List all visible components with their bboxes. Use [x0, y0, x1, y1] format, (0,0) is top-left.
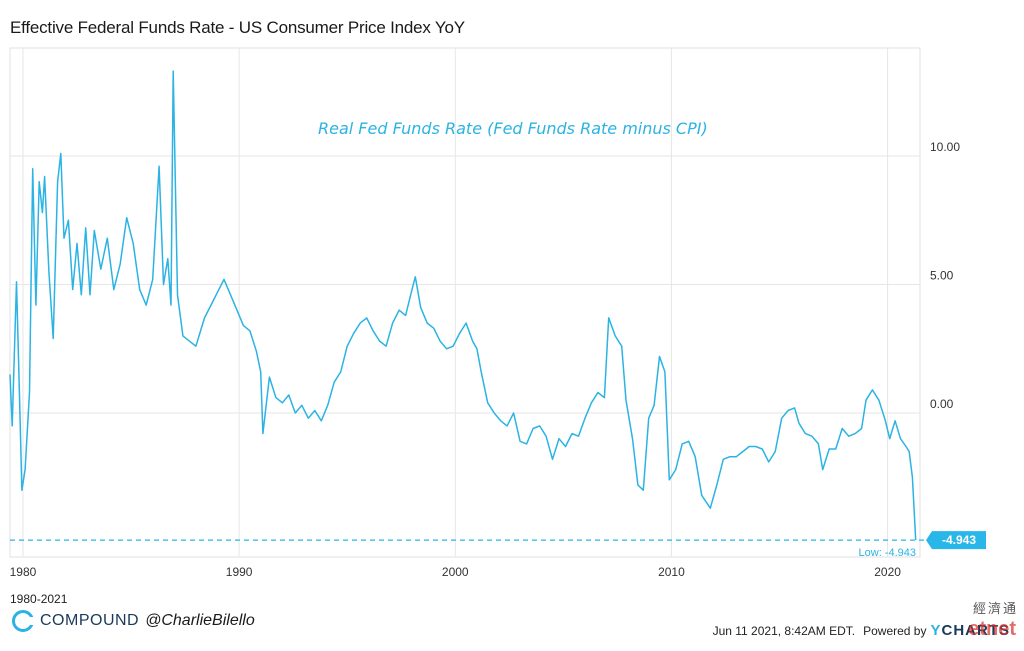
chart-annotation: Real Fed Funds Rate (Fed Funds Rate minu…: [318, 119, 708, 138]
x-tick-label: 1990: [226, 565, 253, 579]
brand-block: COMPOUND @CharlieBilello: [12, 610, 255, 632]
series-line: [9, 70, 917, 541]
plot-frame: [9, 47, 921, 558]
last-value-label: -4.943: [942, 533, 976, 547]
compound-logo-icon: [12, 610, 35, 632]
etnet-watermark-logo: etnet: [968, 618, 1016, 640]
x-tick-label: 1980: [10, 565, 37, 579]
brand-handle: @CharlieBilello: [145, 612, 255, 629]
timestamp: Jun 11 2021, 8:42AM EDT.: [712, 623, 856, 638]
ycharts-logo-rest: CHARTS: [941, 622, 1010, 639]
y-tick-label: 10.00: [930, 140, 960, 154]
footer-attribution: Jun 11 2021, 8:42AM EDT. Powered by YCHA…: [713, 622, 1010, 639]
min-label: Low: -4.943: [859, 547, 916, 559]
powered-by-label: Powered by: [863, 623, 927, 638]
etnet-watermark-cn: 經濟通: [972, 601, 1018, 616]
y-tick-label: 0.00: [930, 397, 954, 411]
brand-name: COMPOUND: [40, 612, 140, 629]
x-tick-label: 2010: [658, 565, 685, 579]
last-value-callout: [926, 531, 986, 550]
x-tick-label: 2000: [442, 565, 469, 579]
chart-title: Effective Federal Funds Rate - US Consum…: [10, 18, 465, 37]
date-range-label: 1980-2021: [10, 592, 68, 606]
ycharts-logo-y: Y: [930, 622, 942, 639]
y-tick-label: 5.00: [930, 269, 954, 283]
ycharts-logo: YCHARTS: [930, 622, 1010, 639]
x-tick-label: 2020: [874, 565, 901, 579]
